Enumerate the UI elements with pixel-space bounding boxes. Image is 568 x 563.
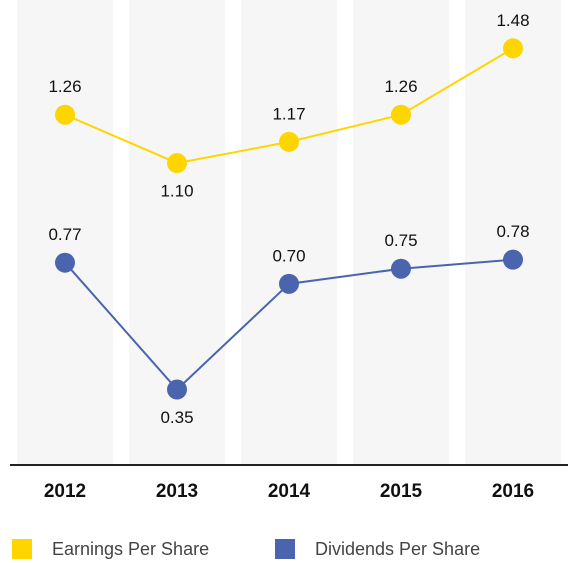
column-band — [353, 0, 449, 465]
point — [391, 258, 411, 279]
point — [279, 273, 299, 294]
x-tick-label: 2015 — [380, 481, 423, 502]
value-label: 1.17 — [272, 104, 305, 123]
value-label: 1.26 — [48, 77, 81, 96]
point — [391, 104, 411, 125]
x-tick-label: 2013 — [156, 481, 198, 502]
column-band — [17, 0, 113, 465]
point — [279, 131, 299, 152]
value-label: 0.75 — [384, 231, 417, 250]
value-label: 0.35 — [160, 408, 193, 427]
value-label: 1.26 — [384, 77, 417, 96]
legend-label: Dividends Per Share — [315, 539, 480, 559]
value-label: 0.70 — [272, 246, 305, 265]
column-band — [465, 0, 561, 465]
point — [503, 38, 523, 59]
point — [167, 153, 187, 174]
value-label: 1.10 — [160, 182, 193, 201]
legend-swatch — [12, 539, 32, 559]
point — [167, 379, 187, 400]
point — [55, 104, 75, 125]
point — [503, 249, 523, 270]
x-tick-label: 2012 — [44, 481, 86, 502]
legend-label: Earnings Per Share — [52, 539, 209, 559]
value-label: 0.77 — [48, 225, 81, 244]
value-label: 0.78 — [496, 222, 529, 241]
value-label: 1.48 — [496, 11, 529, 30]
column-band — [241, 0, 337, 465]
x-tick-label: 2014 — [268, 481, 311, 502]
legend-swatch — [275, 539, 295, 559]
point — [55, 252, 75, 273]
x-tick-label: 2016 — [492, 481, 534, 502]
